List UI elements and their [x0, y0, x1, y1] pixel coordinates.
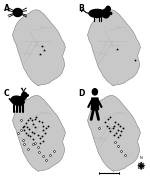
Polygon shape: [13, 10, 65, 86]
Ellipse shape: [11, 96, 24, 105]
Circle shape: [14, 11, 17, 14]
Text: C: C: [4, 89, 9, 98]
Polygon shape: [88, 95, 140, 171]
Circle shape: [140, 165, 142, 167]
Polygon shape: [13, 95, 65, 171]
Text: B: B: [79, 4, 84, 13]
Text: N: N: [140, 157, 142, 161]
Circle shape: [106, 6, 110, 12]
Ellipse shape: [109, 12, 112, 15]
Circle shape: [92, 89, 98, 95]
Circle shape: [22, 92, 27, 98]
Polygon shape: [88, 10, 140, 86]
Text: D: D: [79, 89, 85, 98]
Polygon shape: [91, 98, 99, 110]
Ellipse shape: [26, 95, 28, 96]
Ellipse shape: [13, 9, 22, 17]
Circle shape: [102, 9, 110, 18]
Ellipse shape: [89, 9, 105, 17]
Text: A: A: [4, 4, 10, 13]
